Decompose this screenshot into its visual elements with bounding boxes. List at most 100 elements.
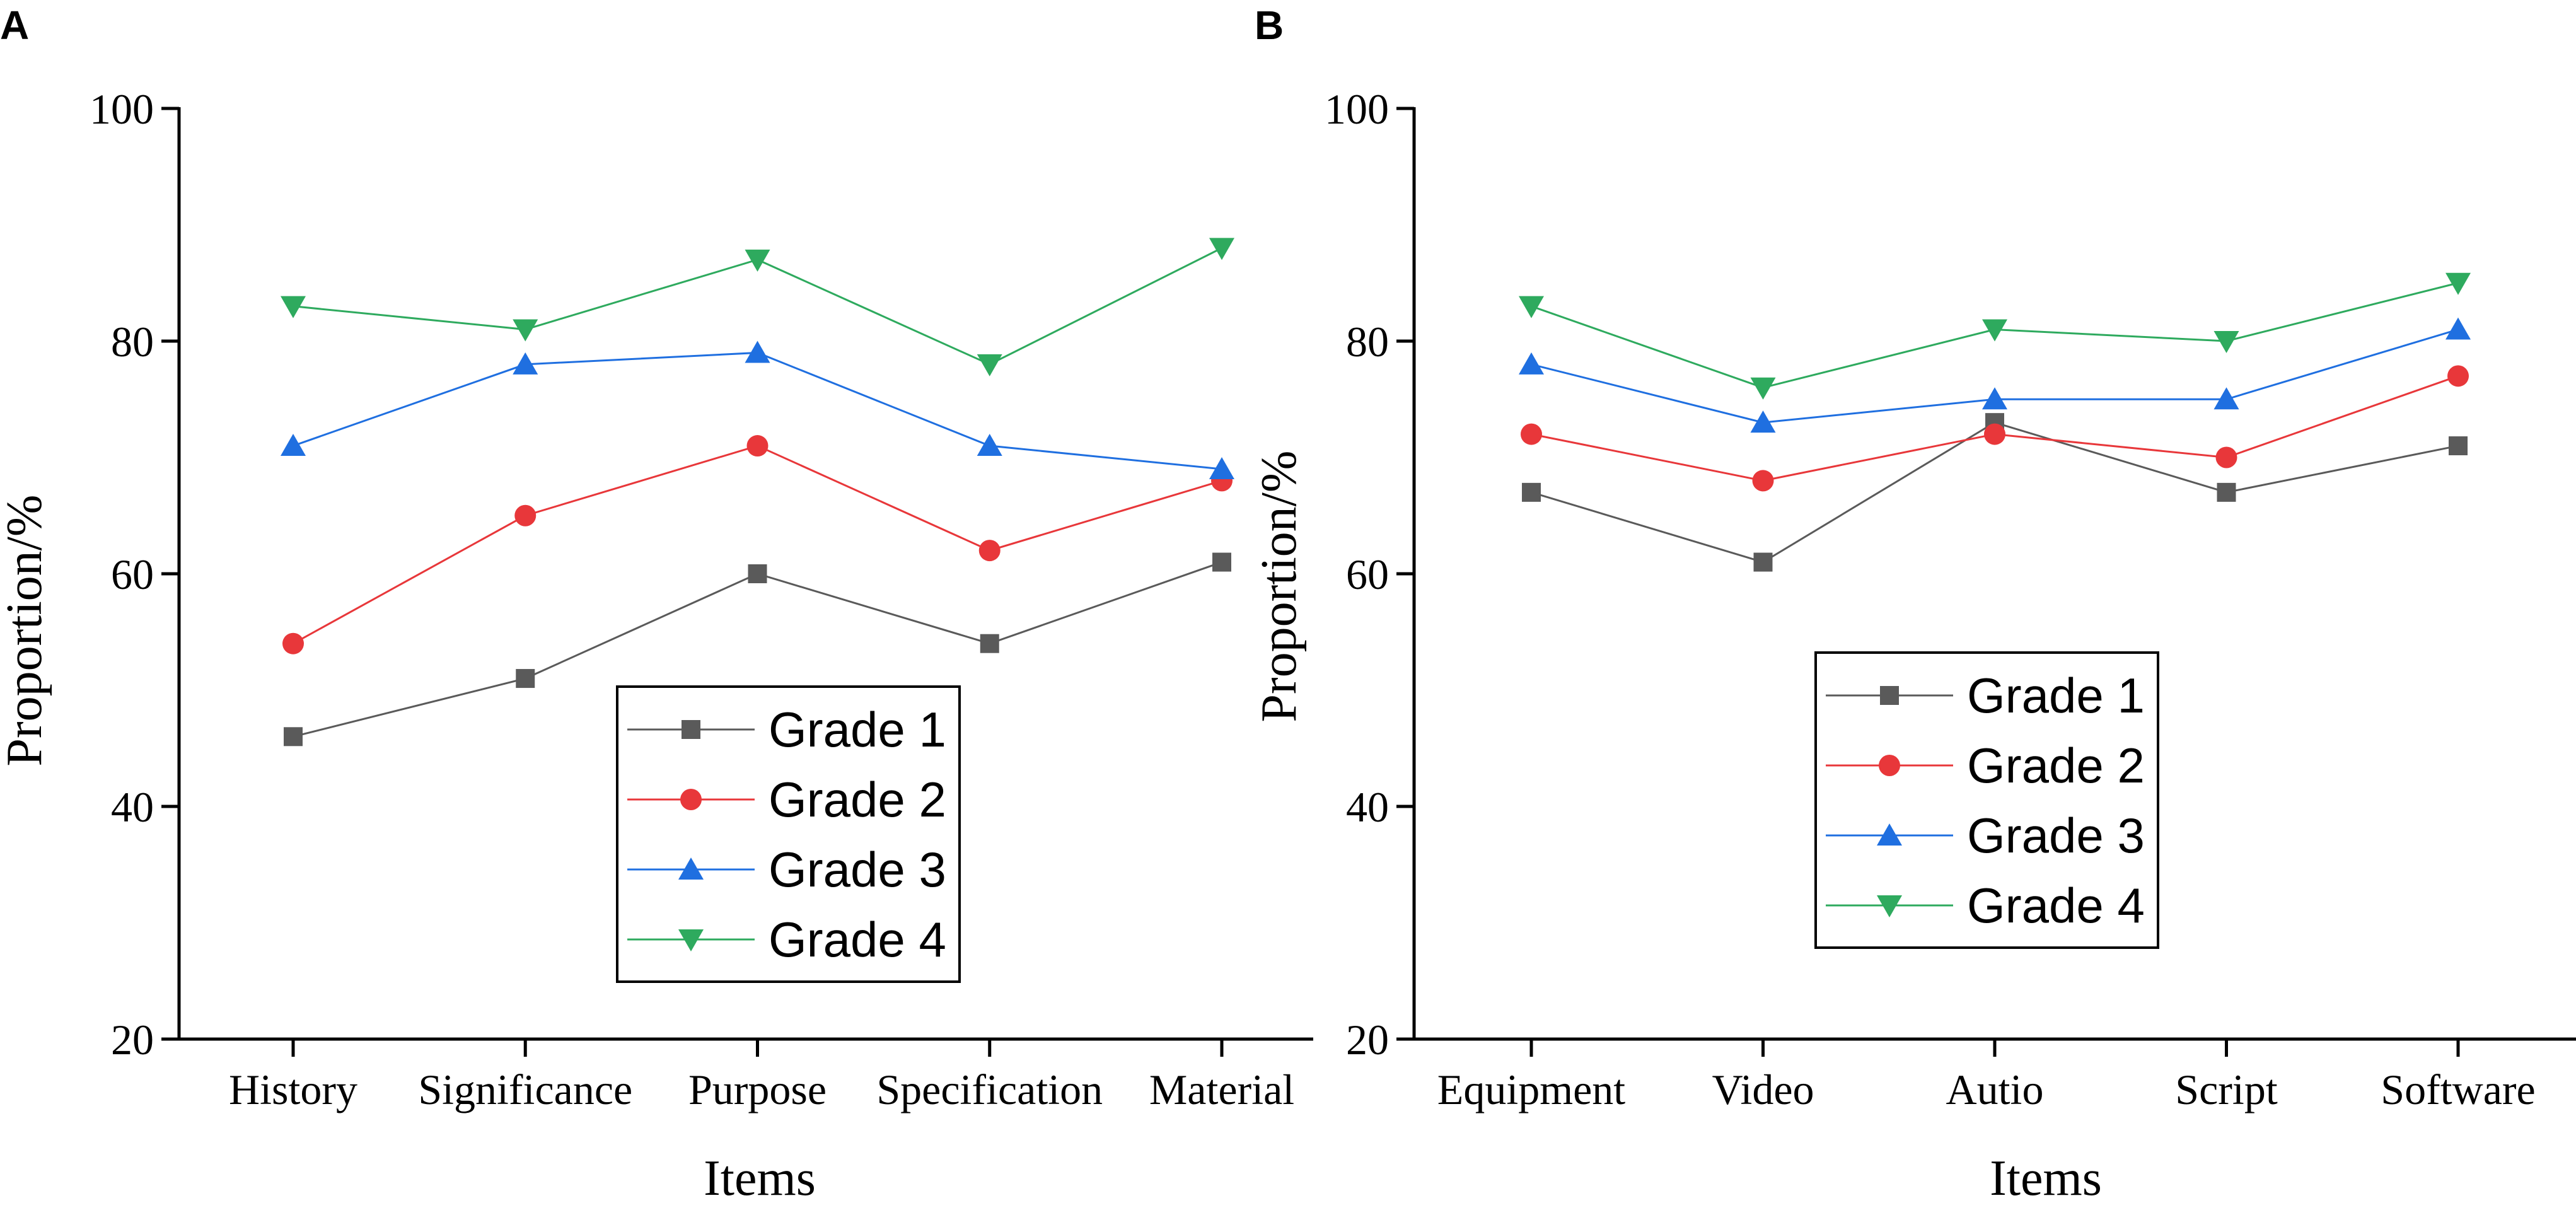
legend-item: Grade 1 (1826, 668, 2145, 723)
data-point (282, 632, 304, 654)
legend-marker (678, 857, 704, 880)
data-point (977, 434, 1002, 456)
data-point (281, 296, 306, 318)
series-grade-3 (281, 340, 1234, 479)
series-grade-2 (282, 435, 1233, 654)
x-tick-label: Script (2175, 1066, 2278, 1113)
data-point (2449, 436, 2468, 456)
x-tick-label: Specification (876, 1066, 1103, 1113)
y-tick-label: 60 (1346, 550, 1389, 598)
legend: Grade 1 Grade 2 Grade 3 Grade 4 (1814, 651, 2159, 949)
legend: Grade 1 Grade 2 Grade 3 Grade 4 (616, 685, 961, 983)
y-tick-label: 100 (1325, 85, 1389, 133)
legend-label: Grade 4 (1967, 878, 2145, 933)
data-point (748, 564, 767, 583)
data-point (745, 249, 770, 272)
data-point (2447, 365, 2469, 387)
x-tick-label: Autio (1946, 1066, 2044, 1113)
panel-letter-a: A (0, 3, 29, 48)
series-grade-4 (1519, 272, 2471, 400)
data-point (2213, 387, 2239, 410)
x-tick-label: Video (1712, 1066, 1814, 1113)
x-axis-title: Items (1990, 1151, 2102, 1206)
y-tick-label: 100 (90, 85, 154, 133)
data-point (980, 634, 999, 653)
chart-b: 20 40 60 80 100 Equipment Video Autio Script Soft… (1251, 85, 2576, 1206)
y-tick-label: 60 (111, 550, 154, 598)
y-axis-title: Proportion/% (0, 494, 52, 766)
data-point (2445, 272, 2471, 295)
data-point (1752, 470, 1774, 492)
legend-item: Grade 4 (627, 912, 946, 967)
data-point (978, 540, 1001, 562)
data-point (1750, 377, 1776, 400)
data-point (1753, 552, 1773, 572)
legend-label: Grade 3 (1967, 808, 2145, 863)
x-axis-title: Items (704, 1151, 816, 1206)
legend-marker (1877, 823, 1902, 846)
legend-item: Grade 2 (1826, 738, 2145, 793)
legend-item: Grade 1 (627, 702, 946, 757)
y-tick-label: 40 (1346, 783, 1389, 831)
legend-marker (1877, 895, 1902, 917)
data-point (1519, 296, 1544, 318)
data-point (1209, 238, 1234, 260)
data-point (746, 435, 769, 457)
legend-label: Grade 2 (1967, 738, 2145, 793)
series-grade-4 (281, 238, 1234, 376)
data-point (977, 354, 1002, 376)
data-point (1521, 423, 1542, 445)
legend-label: Grade 2 (769, 772, 946, 827)
x-tick-label: Purpose (688, 1066, 827, 1113)
y-axis-title: Proportion/% (1251, 450, 1307, 722)
legend-marker (682, 720, 700, 739)
data-point (514, 504, 537, 526)
legend-marker (680, 789, 702, 810)
legend-label: Grade 3 (769, 842, 946, 897)
data-point (2213, 331, 2239, 353)
legend-marker (678, 929, 704, 951)
chart-a: 20 40 60 80 100 History Significance Purpose Spe… (0, 85, 1313, 1206)
data-point (1982, 319, 2007, 342)
data-point (281, 434, 306, 456)
y-tick-label: 20 (1346, 1016, 1389, 1064)
data-point (516, 669, 535, 689)
data-point (1209, 456, 1234, 479)
legend-label: Grade 4 (769, 912, 946, 967)
data-point (745, 340, 770, 363)
data-point (1982, 387, 2007, 410)
data-point (1984, 423, 2005, 445)
y-tick-label: 80 (1346, 318, 1389, 366)
legend-marker (1880, 686, 1899, 705)
data-point (1750, 410, 1776, 433)
x-tick-label: Software (2381, 1066, 2535, 1113)
y-tick-label: 80 (111, 318, 154, 366)
data-point (513, 352, 538, 375)
legend-box (1814, 651, 2159, 949)
series-grade-1 (284, 552, 1231, 747)
data-point (1212, 552, 1231, 572)
y-tick-label: 40 (111, 783, 154, 831)
data-point (513, 319, 538, 342)
legend-item: Grade 2 (627, 772, 946, 827)
legend-item: Grade 3 (627, 842, 946, 897)
series-grade-3 (1519, 317, 2471, 433)
x-tick-label: History (229, 1066, 357, 1113)
legend-item: Grade 3 (1826, 808, 2145, 863)
y-tick-label: 20 (111, 1016, 154, 1064)
x-tick-label: Significance (418, 1066, 632, 1113)
legend-label: Grade 1 (1967, 668, 2145, 723)
legend-label: Grade 1 (769, 702, 946, 757)
data-point (2445, 317, 2471, 340)
legend-box (616, 685, 961, 983)
data-point (2215, 446, 2237, 468)
x-tick-label: Material (1149, 1066, 1294, 1113)
data-point (2217, 482, 2236, 502)
series-line (293, 445, 1222, 645)
data-point (284, 727, 303, 747)
legend-marker (1879, 755, 1900, 776)
panel-letter-b: B (1255, 3, 1284, 48)
series-grade-2 (1521, 365, 2469, 492)
data-point (1519, 352, 1544, 375)
